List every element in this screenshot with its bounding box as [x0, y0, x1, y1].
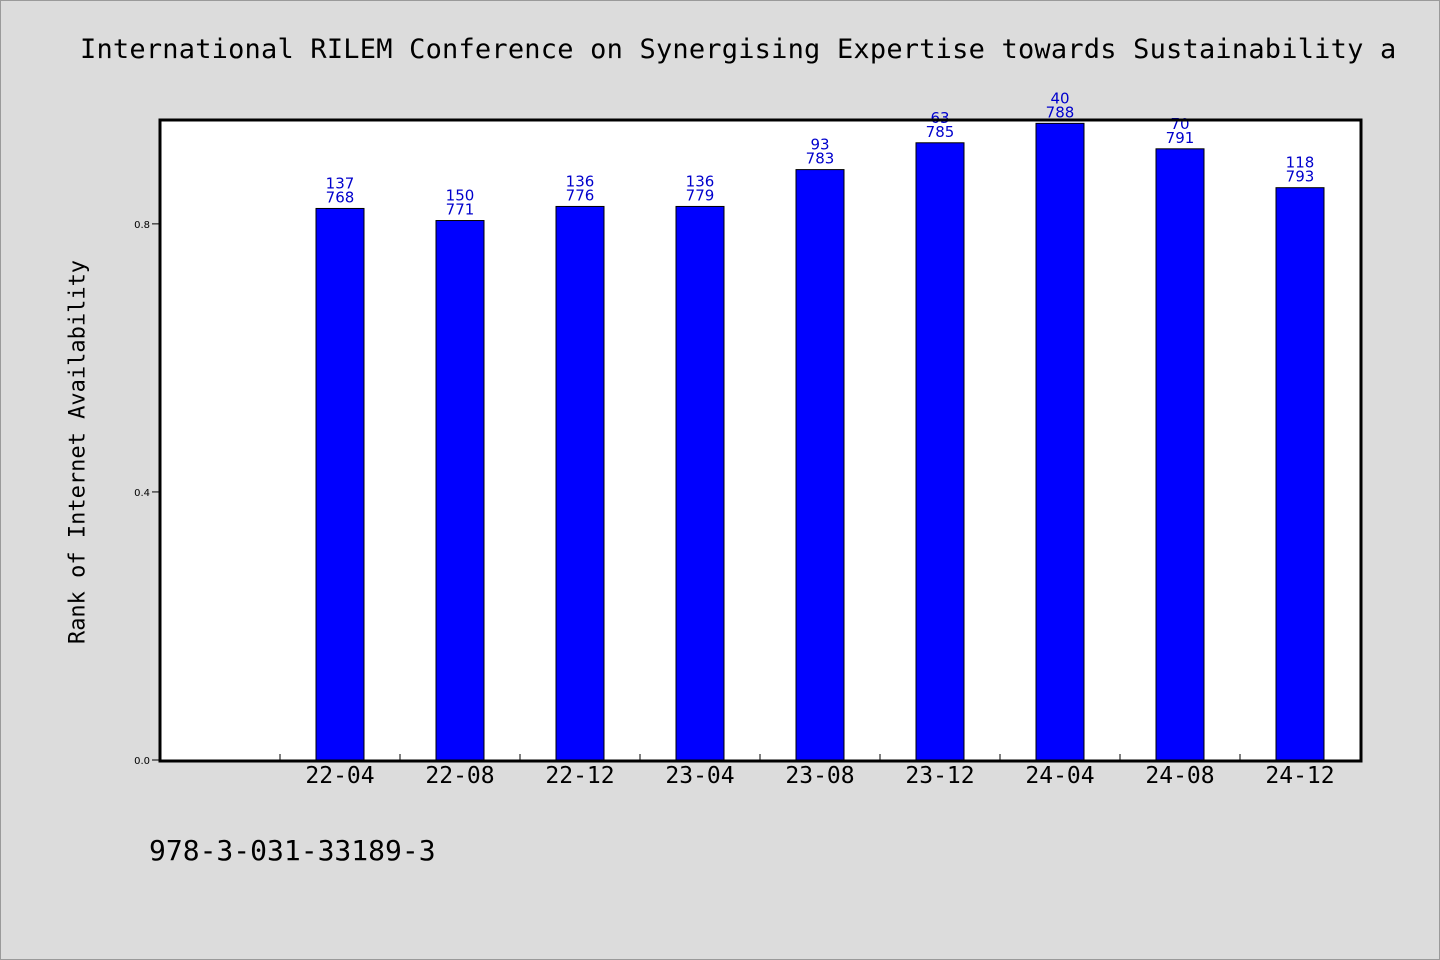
y-tick-label: 0.0 — [134, 756, 150, 767]
bar-label-count: 788 — [1046, 103, 1075, 121]
bar — [435, 220, 485, 761]
bar-series — [315, 122, 1325, 761]
bar — [1155, 148, 1205, 761]
x-tick-label: 23-12 — [905, 763, 974, 789]
x-tick-label: 24-12 — [1265, 763, 1334, 789]
bar — [1275, 187, 1325, 761]
bar-label-count: 793 — [1286, 168, 1315, 186]
bar-label-count: 779 — [686, 186, 715, 204]
bar-label-count: 776 — [566, 186, 595, 204]
bar-label-rank: 150 — [446, 187, 475, 205]
y-axis: 0.0 0.4 0.8 — [134, 220, 160, 767]
x-tick-label: 24-08 — [1145, 763, 1214, 789]
bar — [795, 169, 845, 761]
y-tick-label: 0.4 — [134, 488, 150, 499]
chart-title: International RILEM Conference on Synerg… — [80, 34, 1397, 65]
bar-label-count: 791 — [1166, 129, 1195, 147]
bar — [675, 205, 725, 761]
x-tick-label: 24-04 — [1025, 763, 1094, 789]
bar-label-rank: 136 — [686, 172, 715, 190]
bar — [915, 142, 965, 761]
bar-label-rank: 136 — [566, 172, 595, 190]
x-tick-label: 22-08 — [425, 763, 494, 789]
x-tick-label: 22-04 — [305, 763, 374, 789]
bar-label-rank: 118 — [1286, 154, 1315, 172]
x-axis: 22-04 22-08 22-12 23-04 23-08 23-12 24-04 24-08… — [279, 754, 1361, 789]
bar-label-rank: 137 — [326, 174, 355, 192]
bar-label-rank: 93 — [810, 136, 829, 154]
bar-label-count: 771 — [446, 201, 475, 219]
bar-label-rank: 63 — [930, 109, 949, 127]
y-tick-label: 0.8 — [134, 220, 150, 231]
bar-label-rank: 40 — [1050, 89, 1069, 107]
bar — [1035, 122, 1085, 761]
bar-label-count: 783 — [806, 150, 835, 168]
bar — [315, 207, 365, 761]
x-tick-label: 23-04 — [665, 763, 734, 789]
bar — [555, 205, 605, 761]
bar-label-count: 785 — [926, 123, 955, 141]
x-tick-label: 23-08 — [785, 763, 854, 789]
footer-isbn: 978-3-031-33189-3 — [149, 834, 436, 867]
bar-label-count: 768 — [326, 188, 355, 206]
x-tick-label: 22-12 — [545, 763, 614, 789]
plot-frame — [158, 118, 1363, 763]
